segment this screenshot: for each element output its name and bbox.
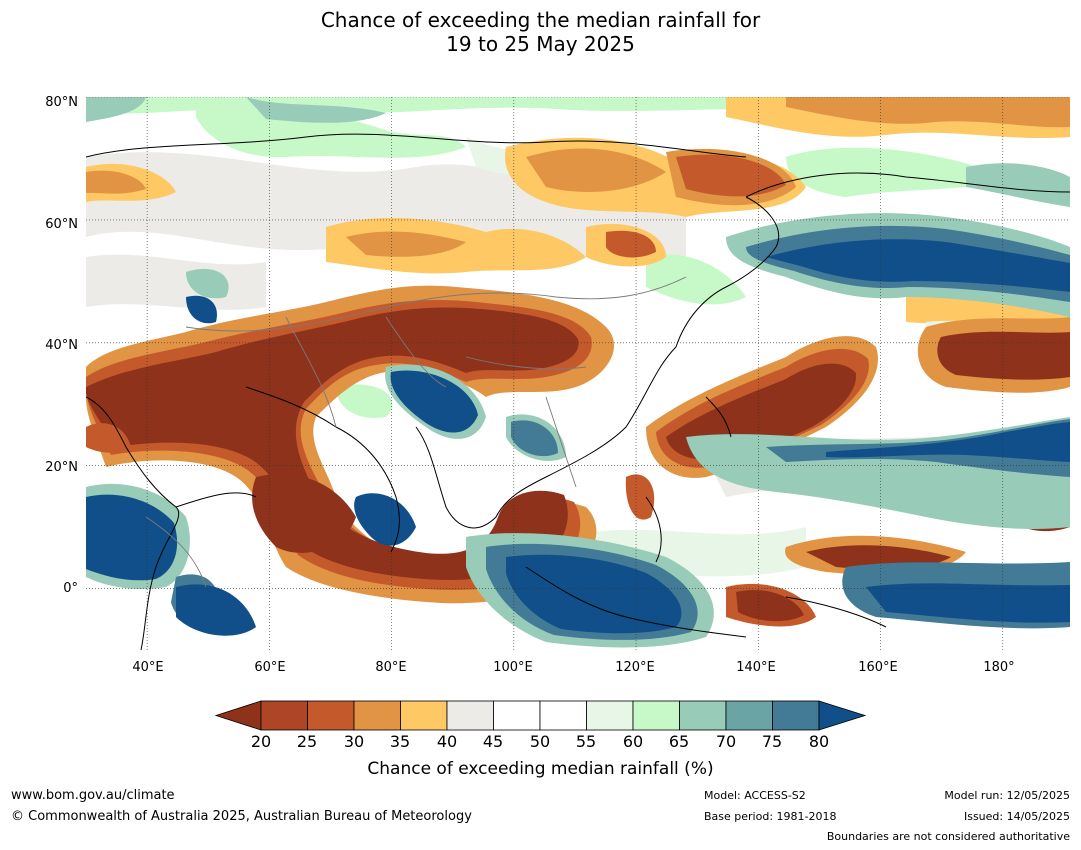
country-borders [145, 276, 687, 588]
map-title-line2: 19 to 25 May 2025 [446, 32, 635, 56]
lon-label-120e: 120°E [615, 660, 655, 675]
colorbar-tick-20: 20 [250, 732, 272, 751]
lon-label-80e: 80°E [375, 660, 407, 675]
issued-text: Issued: 14/05/2025 [963, 810, 1070, 823]
colorbar-segment [353, 700, 401, 731]
lat-label-0: 0° [63, 581, 78, 596]
colorbar-segment [446, 700, 494, 731]
lat-label-20n: 20°N [45, 460, 78, 475]
colorbar-segment [260, 700, 308, 731]
model-run-text: Model run: 12/05/2025 [944, 789, 1070, 802]
colorbar-under-arrow [214, 700, 262, 731]
colorbar-tick-45: 45 [482, 732, 504, 751]
lat-label-40n: 40°N [45, 338, 78, 353]
very-dry-regions [86, 285, 615, 604]
website-link[interactable]: www.bom.gov.au/climate [11, 788, 175, 803]
colorbar-tick-60: 60 [622, 732, 644, 751]
colorbar [214, 700, 867, 731]
colorbar-tick-55: 55 [575, 732, 597, 751]
colorbar-segment [400, 700, 448, 731]
lon-label-180: 180° [983, 660, 1015, 675]
lon-label-160e: 160°E [858, 660, 898, 675]
colorbar-tick-25: 25 [296, 732, 318, 751]
map-title-line1: Chance of exceeding the median rainfall … [320, 8, 761, 32]
colorbar-segment [307, 700, 355, 731]
colorbar-tick-50: 50 [529, 732, 551, 751]
lat-label-60n: 60°N [45, 217, 78, 232]
colorbar-over-arrow [818, 700, 867, 731]
colorbar-segment [679, 700, 727, 731]
colorbar-label: Chance of exceeding median rainfall (%) [367, 759, 714, 779]
lon-label-60e: 60°E [254, 660, 286, 675]
coastlines [86, 133, 1070, 650]
colorbar-tick-65: 65 [668, 732, 690, 751]
colorbar-segment [586, 700, 634, 731]
lon-label-100e: 100°E [493, 660, 533, 675]
rainfall-map [86, 97, 1070, 650]
colorbar-segment [772, 700, 820, 731]
colorbar-tick-70: 70 [715, 732, 737, 751]
rainfall-map-svg [86, 97, 1070, 650]
colorbar-tick-30: 30 [343, 732, 365, 751]
colorbar-tick-40: 40 [436, 732, 458, 751]
base-period-text: Base period: 1981-2018 [704, 810, 837, 823]
colorbar-segment [725, 700, 773, 731]
lon-label-140e: 140°E [736, 660, 776, 675]
map-title: Chance of exceeding the median rainfall … [0, 8, 1081, 56]
copyright-text: © Commonwealth of Australia 2025, Austra… [11, 809, 472, 824]
lon-label-40e: 40°E [132, 660, 164, 675]
colorbar-segment [493, 700, 541, 731]
colorbar-tick-75: 75 [761, 732, 783, 751]
graticule [86, 97, 1070, 650]
colorbar-tick-35: 35 [389, 732, 411, 751]
lat-label-80n: 80°N [45, 95, 78, 110]
very-wet-regions [86, 213, 1070, 648]
model-text: Model: ACCESS-S2 [704, 789, 806, 802]
colorbar-segment [539, 700, 587, 731]
colorbar-segment [632, 700, 680, 731]
colorbar-tick-80: 80 [808, 732, 830, 751]
disclaimer-text: Boundaries are not considered authoritat… [826, 830, 1070, 843]
